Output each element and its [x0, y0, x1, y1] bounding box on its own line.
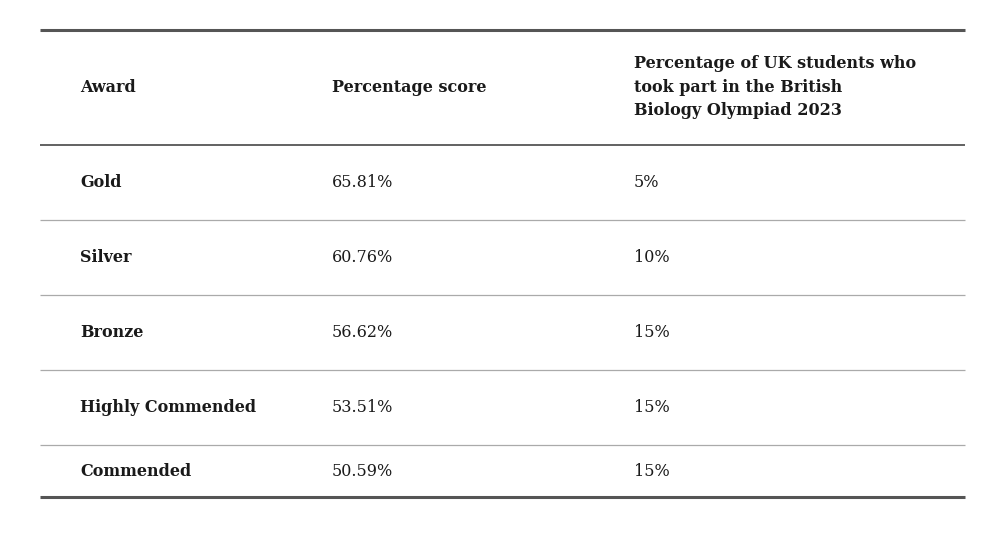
Text: Percentage of UK students who
took part in the British
Biology Olympiad 2023: Percentage of UK students who took part … [634, 55, 915, 119]
Text: Highly Commended: Highly Commended [80, 399, 257, 416]
Text: Bronze: Bronze [80, 324, 144, 341]
Text: 53.51%: 53.51% [332, 399, 393, 416]
Text: 10%: 10% [634, 249, 669, 266]
Text: Gold: Gold [80, 174, 122, 191]
Text: 60.76%: 60.76% [332, 249, 393, 266]
Text: Commended: Commended [80, 462, 192, 480]
Text: Percentage score: Percentage score [332, 79, 487, 96]
Text: 15%: 15% [634, 462, 670, 480]
Text: 50.59%: 50.59% [332, 462, 393, 480]
Text: 65.81%: 65.81% [332, 174, 393, 191]
Text: 15%: 15% [634, 399, 670, 416]
Text: Award: Award [80, 79, 136, 96]
Text: 56.62%: 56.62% [332, 324, 393, 341]
Text: 15%: 15% [634, 324, 670, 341]
Text: 5%: 5% [634, 174, 659, 191]
Text: Silver: Silver [80, 249, 132, 266]
